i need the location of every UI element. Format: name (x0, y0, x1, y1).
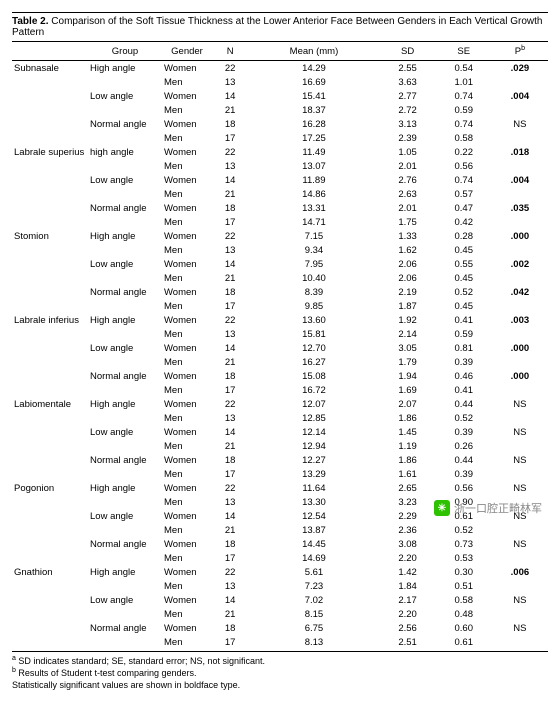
table-row: Men1312.851.860.52 (12, 411, 548, 425)
table-row: Labrale superiushigh angleWomen2211.491.… (12, 145, 548, 159)
col-mean: Mean (mm) (248, 42, 379, 61)
table-row: Men179.851.870.45 (12, 299, 548, 313)
col-gender: Gender (162, 42, 212, 61)
col-n: N (212, 42, 248, 61)
table-title: Comparison of the Soft Tissue Thickness … (12, 16, 542, 38)
watermark: ✳ 浙一口腔正畸林军 (434, 500, 542, 516)
table-row: Normal angleWomen1814.453.080.73NS (12, 537, 548, 551)
col-group: Group (88, 42, 162, 61)
table-row: SubnasaleHigh angleWomen2214.292.550.54.… (12, 61, 548, 76)
col-p: Pb (492, 42, 548, 61)
table-row: Men1316.693.631.01 (12, 75, 548, 89)
watermark-text: 浙一口腔正畸林军 (454, 500, 542, 516)
table-row: Normal angleWomen1813.312.010.47.035 (12, 201, 548, 215)
table-row: Low angleWomen1412.703.050.81.000 (12, 341, 548, 355)
table-label: Table 2. (12, 16, 49, 27)
table-row: Labrale inferiusHigh angleWomen2213.601.… (12, 313, 548, 327)
table-row: Low angleWomen147.022.170.58NS (12, 593, 548, 607)
table-row: Low angleWomen147.952.060.55.002 (12, 257, 548, 271)
table-row: Men137.231.840.51 (12, 579, 548, 593)
table-title-bar: Table 2. Comparison of the Soft Tissue T… (12, 12, 548, 42)
header-row: Group Gender N Mean (mm) SD SE Pb (12, 42, 548, 61)
table-row: Men2114.862.630.57 (12, 187, 548, 201)
table-row: Men2113.872.360.52 (12, 523, 548, 537)
table-row: Men1714.711.750.42 (12, 215, 548, 229)
table-row: Men2112.941.190.26 (12, 439, 548, 453)
table-row: LabiomentaleHigh angleWomen2212.072.070.… (12, 397, 548, 411)
table-row: Normal angleWomen1816.283.130.74NS (12, 117, 548, 131)
table-row: Low angleWomen1415.412.770.74.004 (12, 89, 548, 103)
table-row: Men2118.372.720.59 (12, 103, 548, 117)
table-row: PogonionHigh angleWomen2211.642.650.56NS (12, 481, 548, 495)
table-row: Men1313.072.010.56 (12, 159, 548, 173)
footnote-a: a SD indicates standard; SE, standard er… (12, 655, 548, 667)
table-row: StomionHigh angleWomen227.151.330.28.000 (12, 229, 548, 243)
table-row: Men1714.692.200.53 (12, 551, 548, 565)
table-row: Men1717.252.390.58 (12, 131, 548, 145)
wechat-icon: ✳ (434, 500, 450, 516)
footnotes: a SD indicates standard; SE, standard er… (12, 655, 548, 691)
table-row: Men2116.271.790.39 (12, 355, 548, 369)
table-row: Men1315.812.140.59 (12, 327, 548, 341)
table-row: Men218.152.200.48 (12, 607, 548, 621)
table-row: Low angleWomen1411.892.760.74.004 (12, 173, 548, 187)
table-row: Normal angleWomen188.392.190.52.042 (12, 285, 548, 299)
table-row: GnathionHigh angleWomen225.611.420.30.00… (12, 565, 548, 579)
data-table: Group Gender N Mean (mm) SD SE Pb Subnas… (12, 42, 548, 649)
col-sd: SD (380, 42, 436, 61)
table-row: Normal angleWomen186.752.560.60NS (12, 621, 548, 635)
col-se: SE (436, 42, 492, 61)
table-row: Men2110.402.060.45 (12, 271, 548, 285)
table-row: Men139.341.620.45 (12, 243, 548, 257)
table-row: Men178.132.510.61 (12, 635, 548, 649)
table-row: Men1716.721.690.41 (12, 383, 548, 397)
table-row: Normal angleWomen1812.271.860.44NS (12, 453, 548, 467)
table-row: Normal angleWomen1815.081.940.46.000 (12, 369, 548, 383)
table-row: Low angleWomen1412.141.450.39NS (12, 425, 548, 439)
footnote-c: Statistically significant values are sho… (12, 680, 548, 691)
footnote-b: b Results of Student t-test comparing ge… (12, 667, 548, 679)
table-body: SubnasaleHigh angleWomen2214.292.550.54.… (12, 61, 548, 650)
table-bottom-rule (12, 651, 548, 652)
table-row: Men1713.291.610.39 (12, 467, 548, 481)
